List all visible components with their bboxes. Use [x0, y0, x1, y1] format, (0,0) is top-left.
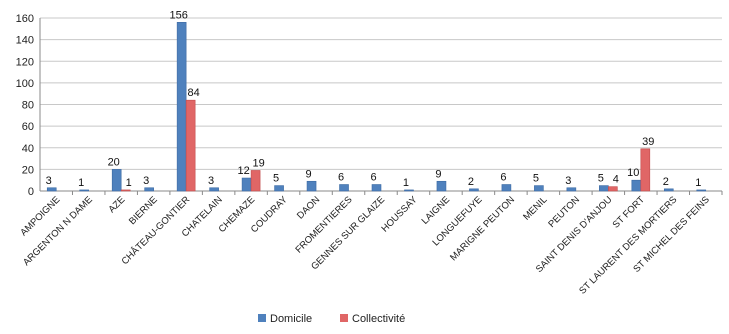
data-label: 156 [169, 9, 187, 21]
bar-domicile [209, 187, 219, 192]
bar-domicile [436, 180, 447, 192]
bar-domicile [144, 187, 154, 192]
bar-domicile [566, 187, 577, 192]
y-tick-label: 160 [16, 13, 34, 25]
legend-swatch-domicile [258, 314, 266, 322]
data-label: 3 [143, 175, 149, 187]
data-label: 19 [252, 157, 264, 169]
x-category-label: HOUSSAY [379, 194, 420, 235]
data-label: 2 [468, 176, 474, 188]
bar-domicile [274, 185, 284, 192]
x-category-label: MENIL [521, 194, 549, 222]
bar-domicile [79, 189, 90, 192]
bar-domicile [534, 185, 544, 192]
y-tick-label: 0 [28, 186, 34, 198]
y-tick-label: 20 [22, 164, 34, 176]
data-label: 1 [403, 177, 409, 189]
data-label: 6 [370, 172, 376, 184]
data-label: 2 [663, 176, 669, 188]
legend-label: Collectivité [352, 313, 405, 325]
y-tick-label: 60 [22, 121, 34, 133]
bar-domicile [46, 187, 57, 192]
x-category-label: LAIGNE [420, 194, 452, 226]
bar-domicile [371, 184, 382, 192]
data-label: 6 [338, 172, 344, 184]
x-category-label: BIERNE [127, 194, 160, 227]
legend-swatch-collectivite [340, 314, 348, 322]
data-label: 5 [598, 173, 604, 185]
data-label: 3 [208, 175, 214, 187]
data-label: 6 [500, 172, 506, 184]
data-label: 4 [613, 174, 619, 186]
bar-domicile [404, 189, 414, 192]
data-label: 1 [695, 177, 701, 189]
data-label: 3 [46, 175, 52, 187]
legend-label: Domicile [270, 313, 312, 325]
bar-domicile [469, 188, 479, 192]
data-label: 5 [533, 173, 539, 185]
y-tick-label: 80 [22, 100, 34, 112]
x-category-label: DAON [295, 194, 322, 221]
bar-domicile [111, 169, 122, 192]
data-label: 10 [627, 167, 639, 179]
bar-domicile [241, 177, 252, 192]
y-tick-label: 140 [16, 35, 34, 47]
data-label: 1 [78, 177, 84, 189]
x-category-label: MARIGNE PEUTON [448, 194, 517, 263]
data-label: 20 [108, 156, 120, 168]
bar-domicile [306, 180, 317, 192]
bar-domicile [339, 184, 349, 192]
data-label: 84 [188, 87, 200, 99]
data-label: 12 [237, 165, 249, 177]
bar-domicile [696, 189, 707, 192]
y-tick-label: 120 [16, 56, 34, 68]
data-label: 1 [126, 177, 132, 189]
data-label: 9 [435, 168, 441, 180]
bar-collectivite [250, 170, 261, 192]
data-label: 3 [565, 175, 571, 187]
x-category-label: AZE [106, 194, 127, 215]
bar-domicile [599, 185, 609, 192]
bar-collectivite [120, 189, 131, 192]
bar-collectivite [640, 148, 651, 192]
data-label: 5 [273, 173, 279, 185]
data-label: 9 [305, 168, 311, 180]
x-category-label: FROMENTIERES [293, 194, 354, 255]
bar-collectivite [608, 186, 618, 192]
bar-domicile [631, 179, 642, 192]
y-tick-label: 40 [22, 143, 34, 155]
y-tick-label: 100 [16, 78, 34, 90]
bar-domicile [501, 184, 512, 192]
bar-collectivite [185, 99, 196, 192]
bar-domicile [176, 22, 187, 192]
bar-domicile [663, 188, 674, 192]
data-label: 39 [642, 136, 654, 148]
